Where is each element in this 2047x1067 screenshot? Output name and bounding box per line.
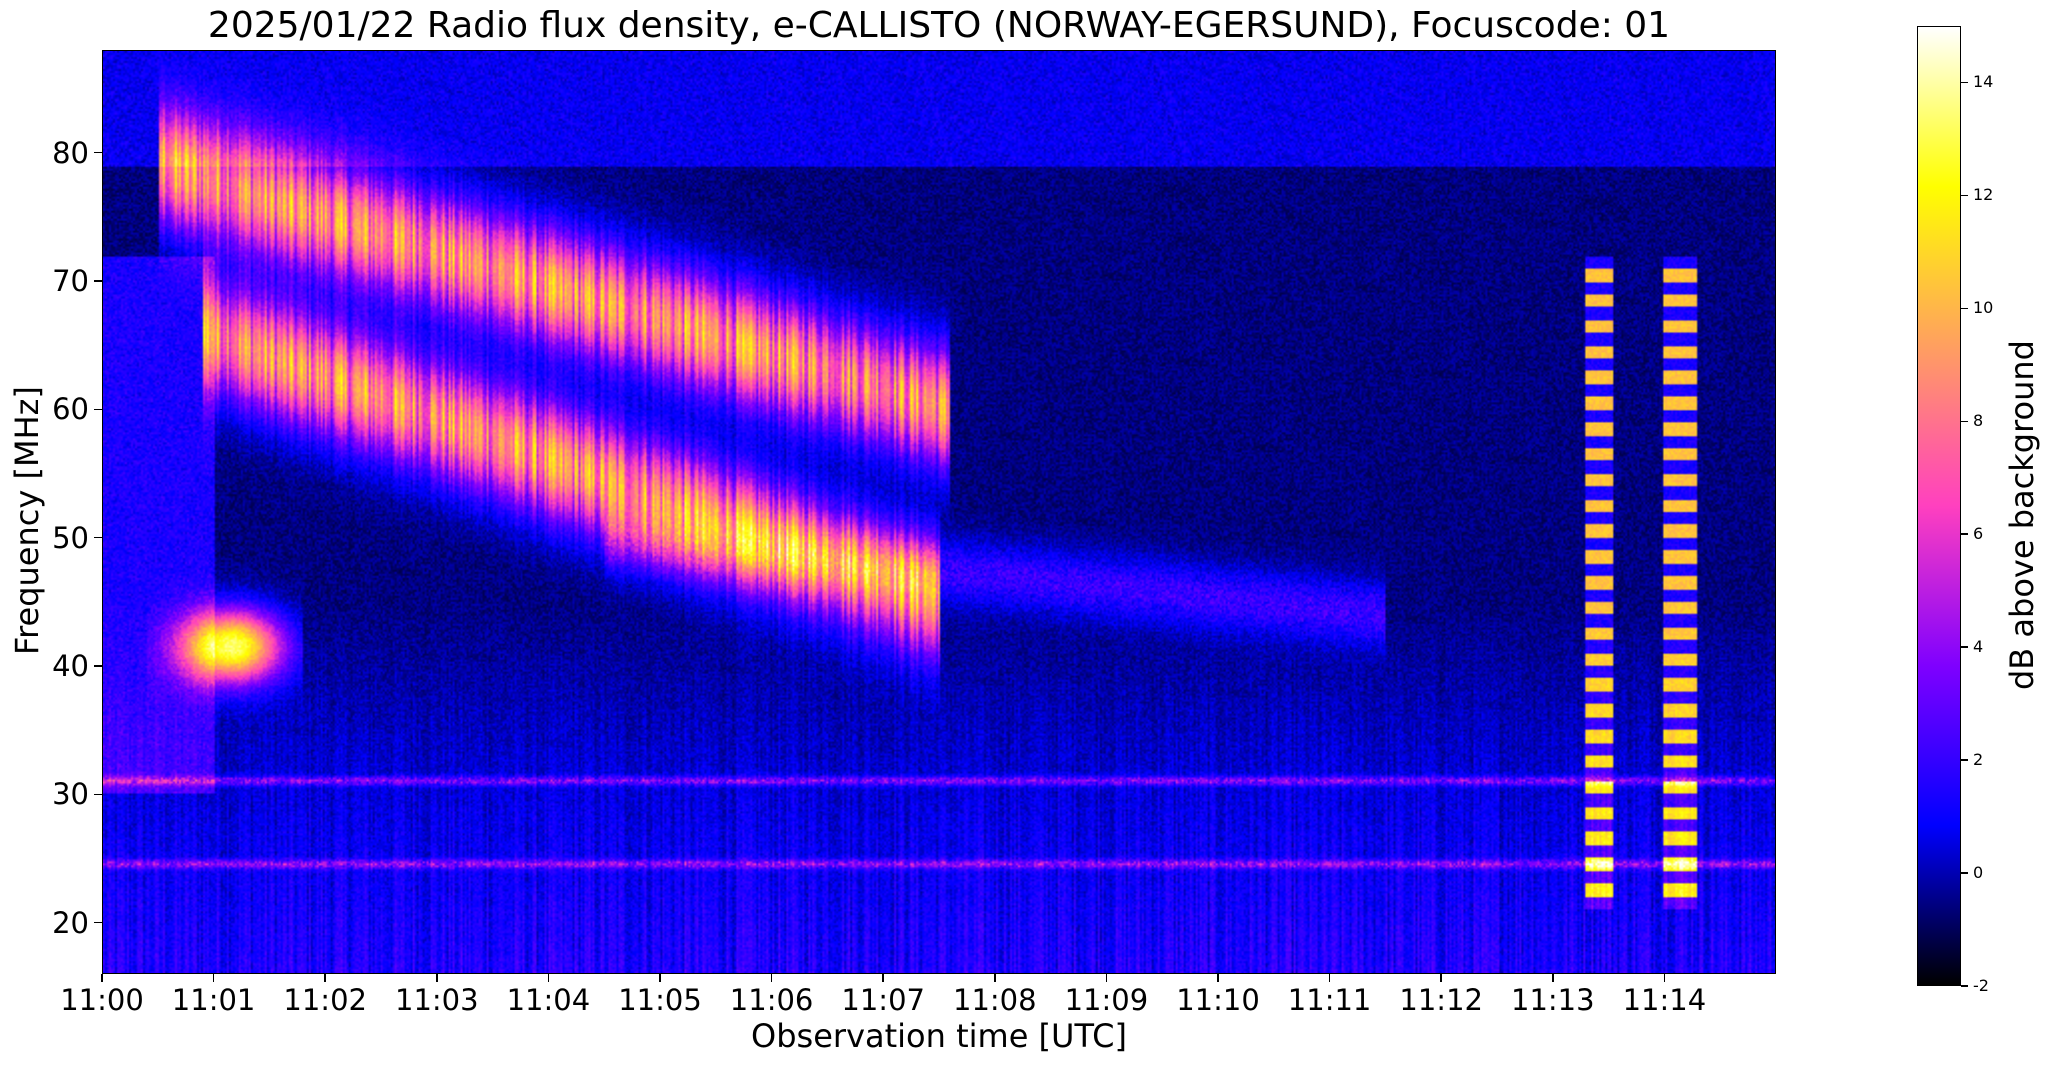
- x-tick-mark: [1663, 974, 1666, 982]
- colorbar-tick-mark: [1961, 81, 1968, 84]
- x-tick-label: 11:06: [729, 983, 814, 1017]
- colorbar-tick-label: 10: [1973, 298, 1994, 318]
- colorbar-tick-mark: [1961, 646, 1968, 648]
- colorbar-tick-mark: [1961, 307, 1968, 310]
- colorbar-tick-label: 6: [1973, 524, 1984, 544]
- x-tick-mark: [547, 974, 550, 982]
- colorbar-tick-mark: [1961, 420, 1968, 423]
- colorbar: [1917, 26, 1961, 986]
- x-tick-label: 11:12: [1399, 983, 1483, 1017]
- colorbar-tick-mark: [1961, 872, 1968, 874]
- x-tick-mark: [212, 974, 215, 982]
- x-tick-mark: [1217, 974, 1219, 982]
- colorbar-tick-mark: [1961, 759, 1968, 761]
- x-tick-mark: [1105, 974, 1108, 982]
- y-axis-label-container: Frequency [MHz]: [8, 386, 46, 955]
- y-tick-mark: [94, 151, 102, 154]
- x-tick-label: 11:11: [1287, 983, 1372, 1017]
- y-tick-mark: [94, 280, 102, 282]
- y-tick-label: 70: [52, 264, 89, 298]
- y-tick-label: 20: [52, 905, 89, 940]
- y-tick-label: 60: [52, 392, 89, 427]
- y-tick-label: 40: [52, 649, 89, 683]
- colorbar-tick-label: 12: [1973, 185, 1994, 205]
- x-tick-mark: [1552, 974, 1554, 982]
- x-tick-mark: [324, 974, 326, 982]
- x-tick-label: 11:08: [953, 983, 1037, 1017]
- x-tick-label: 11:05: [618, 983, 702, 1017]
- x-tick-mark: [1440, 974, 1442, 982]
- x-axis-label: Observation time [UTC]: [751, 1017, 1127, 1055]
- colorbar-tick-mark: [1961, 533, 1968, 535]
- colorbar-tick-label: 4: [1973, 637, 1984, 657]
- x-tick-label: 11:13: [1511, 983, 1595, 1017]
- colorbar-tick-mark: [1961, 194, 1968, 197]
- y-tick-label: 50: [52, 520, 89, 555]
- x-tick-mark: [882, 974, 884, 982]
- x-tick-label: 11:00: [60, 983, 144, 1017]
- spectrogram-heatmap: [103, 51, 1775, 973]
- colorbar-tick-label: -2: [1973, 976, 1989, 995]
- x-tick-mark: [101, 974, 103, 982]
- colorbar-tick-label: 14: [1973, 72, 1994, 92]
- x-tick-mark: [770, 974, 773, 982]
- x-tick-label: 11:01: [171, 983, 256, 1017]
- y-tick-mark: [94, 665, 102, 667]
- y-tick-mark: [94, 793, 102, 796]
- x-tick-label: 11:04: [506, 983, 591, 1017]
- colorbar-tick-label: 8: [1973, 411, 1984, 431]
- y-tick-mark: [94, 921, 102, 924]
- x-tick-label: 11:10: [1176, 983, 1260, 1017]
- x-tick-mark: [1328, 974, 1331, 982]
- plot-area: [102, 50, 1776, 974]
- x-tick-label: 11:03: [395, 983, 479, 1017]
- x-tick-mark: [994, 974, 996, 982]
- x-tick-label: 11:02: [283, 983, 367, 1017]
- x-tick-mark: [659, 974, 661, 982]
- colorbar-label: dB above background: [2003, 340, 2041, 690]
- colorbar-tick-mark: [1961, 985, 1968, 987]
- colorbar-tick-label: 0: [1973, 863, 1984, 883]
- colorbar-tick-label: 2: [1973, 750, 1984, 770]
- x-tick-label: 11:09: [1064, 983, 1149, 1017]
- y-tick-mark: [94, 536, 102, 539]
- colorbar-label-container: dB above background: [2003, 340, 2041, 700]
- chart-title: 2025/01/22 Radio flux density, e-CALLIST…: [207, 5, 1671, 46]
- x-tick-label: 11:07: [841, 983, 925, 1017]
- y-tick-mark: [94, 408, 102, 411]
- y-tick-label: 80: [52, 135, 89, 170]
- x-tick-mark: [436, 974, 438, 982]
- y-tick-label: 30: [52, 777, 89, 812]
- x-tick-label: 11:14: [1622, 983, 1707, 1017]
- y-axis-label: Frequency [MHz]: [8, 386, 46, 655]
